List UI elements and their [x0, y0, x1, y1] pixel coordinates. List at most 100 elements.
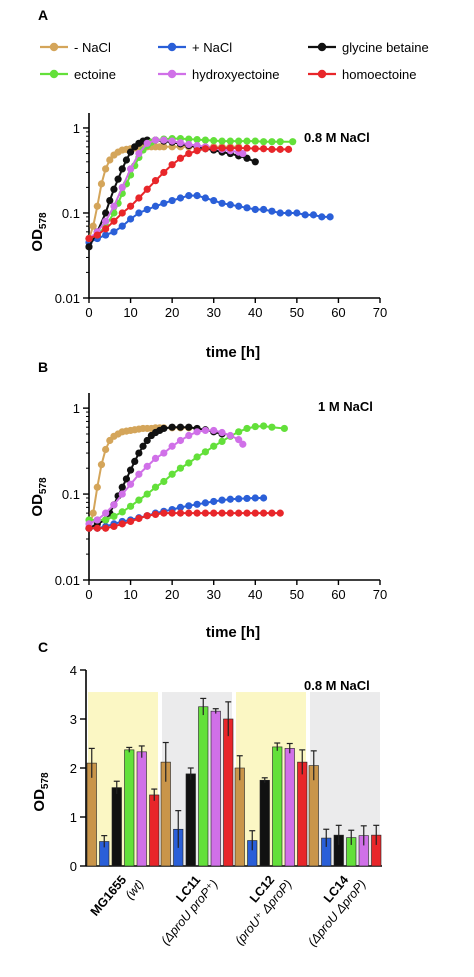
panel-b-point-nacl	[218, 496, 226, 504]
panel-a-point-hydroxyectoine	[102, 217, 110, 225]
panel-b-point-homoectoine	[260, 509, 268, 517]
panel-a-point-nacl	[251, 205, 259, 214]
bar-0-3	[124, 749, 135, 867]
panel-b-point-homoectoine	[110, 522, 118, 531]
panel-a-x-tick-label: 70	[373, 305, 387, 320]
panel-a-point-nacl	[97, 180, 106, 188]
panel-a-point-homoectoine	[193, 147, 201, 155]
panel-c-ylabel-sub: 578	[40, 772, 51, 789]
panel-a-point-hydroxyectoine	[126, 165, 135, 173]
panel-a-point-ectoine	[226, 137, 234, 145]
panel-a-point-nacl	[160, 199, 168, 207]
panel-a-point-nacl	[293, 209, 301, 217]
panel-b-point-homoectoine	[118, 520, 126, 528]
panel-a-point-homoectoine	[110, 217, 118, 225]
panel-a-point-nacl	[176, 194, 185, 202]
panel-a-x-tick-label: 0	[85, 305, 92, 320]
bar-0-4	[136, 751, 147, 867]
panel-b-point-ectoine	[102, 516, 110, 524]
panel-b-x-tick-label: 30	[206, 587, 220, 602]
panel-b-point-homoectoine	[276, 509, 284, 517]
panel-a-point-glycine-betaine	[114, 175, 122, 183]
panel-b-point-nacl	[193, 500, 201, 508]
panel-a-point-homoectoine	[93, 231, 101, 239]
panel-a-point-ectoine	[276, 138, 284, 146]
panel-b-point-hydroxyectoine	[239, 440, 247, 448]
panel-a-point-glycine-betaine	[251, 158, 259, 166]
panel-a-x-tick-label: 30	[206, 305, 220, 320]
panel-a-point-ectoine	[251, 137, 259, 145]
panel-a-point-nacl	[226, 201, 234, 209]
panel-a-xlabel: time [h]	[206, 344, 260, 361]
panel-a-point-hydroxyectoine	[118, 183, 126, 191]
panel-b-point-hydroxyectoine	[185, 431, 193, 440]
panel-b-point-hydroxyectoine	[218, 428, 226, 437]
group-shade-0	[88, 692, 158, 866]
panel-a-point-homoectoine	[268, 145, 276, 153]
legend-marker-hydroxyectoine	[167, 69, 177, 79]
group-label-3: LC14(ΔproU ΔproP)	[293, 867, 369, 949]
panel-b-point-glycine-betaine	[176, 423, 185, 431]
panel-a-point-glycine-betaine	[110, 185, 118, 193]
panel-a-annotation: 0.8 M NaCl	[304, 130, 370, 145]
bar-2-2	[259, 779, 270, 867]
panel-a-x-tick-label: 50	[290, 305, 304, 320]
panel-b-point-homoectoine	[176, 509, 185, 517]
panel-a-y-tick-label: 0.01	[55, 291, 80, 306]
panel-b-point-nacl	[185, 502, 193, 510]
group-shade-2	[236, 692, 306, 866]
panel-a-point-nacl	[309, 211, 318, 219]
panel-a-x-tick-label: 40	[248, 305, 262, 320]
panel-b-point-homoectoine	[243, 509, 251, 517]
panel-b-point-homoectoine	[151, 510, 160, 518]
panel-c-y-tick-label: 0	[70, 859, 77, 874]
panel-b-point-ectoine	[260, 422, 268, 430]
panel-a-point-hydroxyectoine	[110, 202, 118, 210]
panel-a-point-homoectoine	[168, 161, 176, 169]
panel-c-y-tick-label: 3	[70, 712, 77, 727]
panel-a-point-glycine-betaine	[118, 165, 126, 173]
panel-a-point-homoectoine	[143, 185, 151, 193]
group-shade-3	[310, 692, 380, 866]
panel-a-point-nacl	[276, 209, 284, 217]
panel-a-point-hydroxyectoine	[168, 137, 176, 145]
panel-b-point-ectoine	[143, 490, 151, 498]
panel-a-x-tick-label: 20	[165, 305, 179, 320]
panel-b-point-homoectoine	[210, 509, 218, 517]
panel-a-x-tick-label: 10	[123, 305, 137, 320]
panel-a-point-glycine-betaine	[126, 148, 135, 156]
panel-b-point-homoectoine	[185, 509, 193, 517]
panel-a-point-hydroxyectoine	[160, 136, 168, 144]
panel-a-point-ectoine	[210, 137, 218, 145]
panel-b-point-homoectoine	[268, 509, 276, 517]
panel-b-point-glycine-betaine	[139, 442, 147, 450]
panel-a-point-nacl	[235, 202, 243, 210]
bar-1-4	[210, 710, 221, 867]
legend-label-glycine-betaine: glycine betaine	[342, 40, 429, 55]
panel-b-point-nacl	[201, 499, 209, 507]
panel-a-point-homoectoine	[243, 144, 251, 152]
panel-b-point-ectoine	[243, 424, 251, 433]
panel-b-point-nacl	[97, 461, 106, 469]
panel-b-point-hydroxyectoine	[235, 436, 243, 444]
panel-b-point-ectoine	[251, 422, 259, 431]
panel-b-point-glycine-betaine	[122, 475, 131, 483]
panel-a-point-nacl	[218, 199, 226, 207]
panel-a-point-homoectoine	[135, 194, 143, 202]
panel-a-ylabel: OD578	[29, 212, 49, 252]
panel-a-point-nacl	[185, 192, 193, 200]
panel-a-point-homoectoine	[126, 202, 135, 210]
panel-b-point-nacl	[89, 509, 97, 517]
panel-c-ylabel: OD578	[31, 772, 51, 812]
panel-b-point-glycine-betaine	[168, 423, 176, 431]
panel-b-point-hydroxyectoine	[193, 428, 201, 436]
panel-c-y-tick-label: 4	[70, 663, 77, 678]
panel-a-point-homoectoine	[185, 149, 193, 158]
panel-a-point-nacl	[89, 222, 97, 230]
panel-a-point-nacl	[260, 205, 268, 214]
panel-b-point-hydroxyectoine	[151, 454, 160, 463]
legend-label-homoectoine: homoectoine	[342, 67, 416, 82]
panel-a-point-glycine-betaine	[106, 196, 114, 205]
panel-b-point-glycine-betaine	[135, 449, 143, 457]
